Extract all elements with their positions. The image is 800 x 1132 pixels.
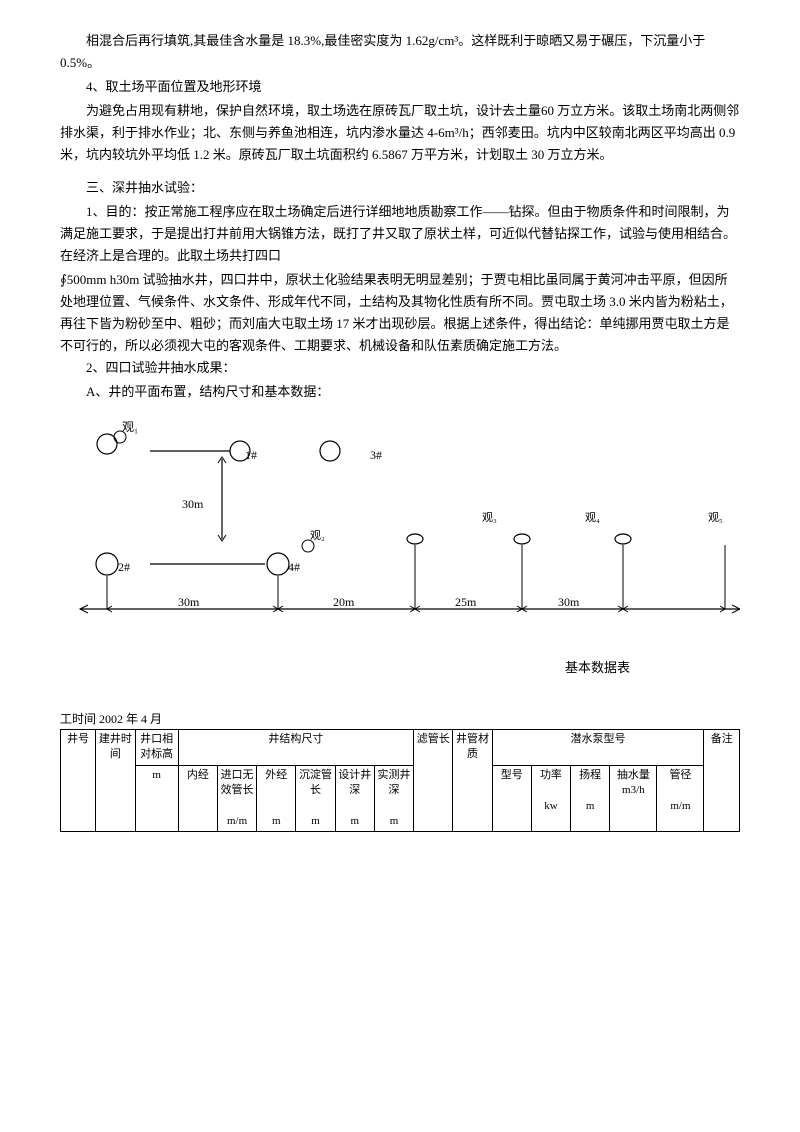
col-sediment-len: 沉淀管长m — [296, 765, 335, 832]
col-measured-depth: 实测井深m — [374, 765, 413, 832]
section-3-p2: ∮500mm h30m 试验抽水井，四口井中，原状土化验结果表明无明显差别；于贾… — [60, 269, 740, 357]
section-3-p1: 1、目的：按正常施工程序应在取土场确定后进行详细地地质勘察工作——钻探。但由于物… — [60, 201, 740, 267]
paragraph-4-heading: 4、取土场平面位置及地形环境 — [60, 76, 740, 98]
data-table: 井号 建井时间 井口相对标高 井结构尺寸 滤管长 井管材质 潜水泵型号 备注 m… — [60, 729, 740, 832]
table-caption: 基本数据表 — [60, 657, 740, 679]
col-well-no: 井号 — [61, 729, 96, 831]
col-outer-dia: 外经m — [257, 765, 296, 832]
paragraph-mix: 相混合后再行填筑,其最佳含水量是 18.3%,最佳密实度为 1.62g/cm³。… — [60, 30, 740, 74]
col-pump-model: 型号 — [492, 765, 531, 832]
col-flow: 抽水量m3/h — [610, 765, 657, 832]
label-25m: 25m — [455, 592, 476, 612]
unit-elevation: m — [135, 765, 178, 832]
section-3-p4: A、井的平面布置，结构尺寸和基本数据： — [60, 381, 740, 403]
col-inlet-len: 进口无效管长m/m — [217, 765, 256, 832]
col-material: 井管材质 — [453, 729, 492, 831]
table-row: 井号 建井时间 井口相对标高 井结构尺寸 滤管长 井管材质 潜水泵型号 备注 — [61, 729, 740, 765]
col-group-structure: 井结构尺寸 — [178, 729, 413, 765]
col-inner-dia: 内经 — [178, 765, 217, 832]
col-remark: 备注 — [704, 729, 740, 831]
col-filter-len: 滤管长 — [414, 729, 453, 831]
col-pipe-dia: 管径m/m — [657, 765, 704, 832]
label-w2: 2# — [118, 557, 130, 577]
label-w4: 4# — [288, 557, 300, 577]
label-obs4: 观₄ — [585, 509, 600, 528]
col-head: 扬程m — [571, 765, 610, 832]
label-obs5: 观₅ — [708, 509, 723, 528]
section-3-title: 三、深井抽水试验： — [60, 177, 740, 199]
label-30m-1: 30m — [178, 592, 199, 612]
label-obs3: 观₃ — [482, 509, 497, 528]
col-power: 功率kw — [531, 765, 570, 832]
table-row: m 内经 进口无效管长m/m 外经m 沉淀管长m 设计井深m 实测井深m 型号 … — [61, 765, 740, 832]
label-obs2: 观₂ — [310, 527, 325, 546]
col-design-depth: 设计井深m — [335, 765, 374, 832]
diagram-svg — [60, 409, 740, 649]
label-20m: 20m — [333, 592, 354, 612]
col-group-pump: 潜水泵型号 — [492, 729, 704, 765]
col-build-time: 建井时间 — [96, 729, 135, 831]
label-obs1: 观₁ — [122, 417, 138, 437]
label-30m-v: 30m — [182, 494, 203, 514]
paragraph-4-body: 为避免占用现有耕地，保护自然环境，取土场选在原砖瓦厂取土坑，设计去土量60 万立… — [60, 100, 740, 166]
pre-table-note: 工时间 2002 年 4 月 — [60, 709, 740, 729]
label-30m-2: 30m — [558, 592, 579, 612]
label-w1: 1# — [245, 445, 257, 465]
section-3-p3: 2、四口试验井抽水成果： — [60, 357, 740, 379]
col-elevation: 井口相对标高 — [135, 729, 178, 765]
well-layout-diagram: 观₁ 1# 3# 30m 2# 4# 观₂ 观₃ 观₄ 观₅ 30m 20m 2… — [60, 409, 740, 649]
label-w3: 3# — [370, 445, 382, 465]
